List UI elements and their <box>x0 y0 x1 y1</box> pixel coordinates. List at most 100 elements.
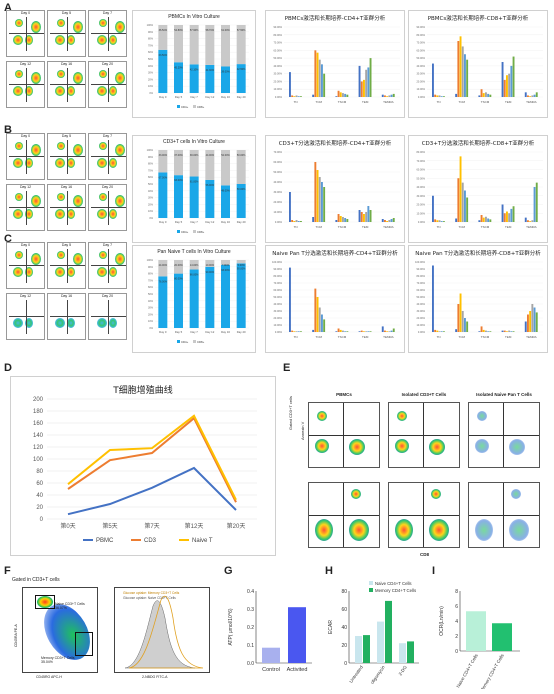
subset-bar <box>503 330 506 332</box>
y-tick-label: 20.00% <box>274 80 283 83</box>
y-tick-label: 10.00% <box>274 211 283 214</box>
category-label: TEM <box>505 225 512 229</box>
legend-cd4: CD4+ <box>181 340 189 344</box>
quadrant-line <box>91 156 126 157</box>
quadrant-line <box>108 249 109 283</box>
flow-day-label: Day 16 <box>60 62 73 66</box>
subset-bar <box>295 331 298 332</box>
quadrant-line <box>91 207 126 208</box>
y-tick-label: 100% <box>147 24 154 27</box>
quadrant-line <box>67 68 68 102</box>
bar-cd4 <box>189 176 199 218</box>
x-tick-label: Day 12 <box>205 95 214 99</box>
panel-label-e: E <box>283 362 291 374</box>
x-tick-label: Day 7 <box>191 330 199 334</box>
y-tick-label: 80% <box>148 273 154 276</box>
flow-day-label: Day 16 <box>60 294 73 298</box>
data-label-cd4: 80.00% <box>174 278 183 281</box>
bar-cd8 <box>174 260 183 274</box>
category-label: TN <box>437 335 441 339</box>
subset-bar <box>436 95 439 97</box>
subset-bar <box>342 217 344 222</box>
e-flow-plot <box>308 482 380 548</box>
subset-bar <box>512 56 515 97</box>
subset-bar <box>381 219 384 222</box>
panel-h: 80 60 40 20 0 Untreated oligomycin 2-DG Naive CD… <box>325 577 433 689</box>
f-ylabel: CD45RA PE-A <box>14 624 18 647</box>
x-tick-label: 第20天 <box>227 522 246 530</box>
category-label: TSCM <box>481 335 490 339</box>
legend-cd4: CD4+ <box>181 105 189 109</box>
flow-cluster <box>67 209 75 219</box>
flow-plot: Day 16 <box>47 61 86 108</box>
y-tick-label: 30.00% <box>274 73 283 76</box>
y-tick-label: 10.00% <box>417 324 426 327</box>
y-tick-label: 30% <box>148 72 154 75</box>
category-label: TCM <box>459 225 466 229</box>
quadrant-line <box>50 207 85 208</box>
bar-cd8 <box>205 25 215 65</box>
flow-cluster <box>97 267 107 277</box>
category-label: TSCM <box>338 225 347 229</box>
flow-cluster <box>99 193 107 201</box>
data-label-cd8: 57.50% <box>237 29 246 32</box>
subset-bar <box>524 217 527 222</box>
quadrant-line <box>67 249 68 283</box>
series-line-cd3 <box>67 416 237 503</box>
panel-label-f: F <box>4 565 11 577</box>
subset-bar <box>337 214 340 222</box>
y-tick-label: 100.00% <box>415 261 426 264</box>
subset-bar <box>337 90 340 97</box>
ecar-ylabel: ECAR <box>328 620 334 634</box>
subset-bar <box>342 330 344 332</box>
subset-svg: 70.00% 60.00% 50.00% 40.00% 30.00% 20.00% 10.0… <box>274 151 400 229</box>
subset-bar <box>360 212 363 222</box>
subset-svg: 100.00% 90.00% 80.00% 70.00% 60.00% 50.00% 40.… <box>415 261 543 339</box>
e-cluster <box>395 439 409 453</box>
y-tick-label: 60.00% <box>417 169 426 172</box>
category-label: TN <box>294 100 298 104</box>
data-label-cd4: 41.30% <box>206 69 215 72</box>
x-tick-label: Day 12 <box>205 220 214 224</box>
subset-bar <box>388 95 391 97</box>
category-label: TCM <box>459 335 466 339</box>
subset-bar <box>297 96 300 97</box>
bar-cd4 <box>174 273 183 328</box>
flow-cluster <box>115 144 125 156</box>
subset-bar <box>510 331 513 332</box>
x-tick-label: Day 20 <box>237 220 246 224</box>
legend-cd8: CD8+ <box>197 230 205 234</box>
category-label: TEMRA <box>383 225 394 229</box>
y-tick-label: 80% <box>148 163 154 166</box>
category-label: TEM <box>362 225 369 229</box>
flow-cluster <box>109 267 117 277</box>
quadrant-line <box>91 33 126 34</box>
e-cluster <box>431 489 441 499</box>
legend-cd4: CD4+ <box>181 230 189 234</box>
data-label-cd4: 39.00% <box>221 70 230 73</box>
y-tick-label: 30.00% <box>274 191 283 194</box>
subset-bar <box>289 192 291 222</box>
y-tick-label: 30% <box>148 307 154 310</box>
data-label-cd8: 50.00% <box>237 154 246 157</box>
chart-title: T细胞增殖曲线 <box>113 386 173 396</box>
y-tick-label: 10% <box>148 85 154 88</box>
ocr-ylabel: OCR(Ln/min) <box>439 606 445 636</box>
subset-bar <box>508 330 511 332</box>
subset-bar <box>386 221 389 222</box>
data-label-cd4: 45.20% <box>174 66 183 69</box>
histogram-svg <box>124 595 204 669</box>
legend-swatch-cd8 <box>193 105 196 108</box>
subset-chart-title: CD3+T分选激活和长期培养-CD8+T亚群分析 <box>421 141 535 147</box>
data-label-cd8: 52.00% <box>221 154 230 157</box>
flow-cluster <box>15 19 23 27</box>
flow-plot: Day 7 <box>88 133 127 180</box>
bar-cd4 <box>205 64 215 93</box>
y-tick-label: 0.00% <box>275 96 283 99</box>
flow-cluster <box>73 144 83 156</box>
subset-bar <box>480 89 483 97</box>
y-tick-label: 50% <box>148 183 154 186</box>
flow-cluster <box>15 251 23 259</box>
y-tick-label: 80.00% <box>274 275 283 278</box>
quadrant-line <box>469 435 539 436</box>
